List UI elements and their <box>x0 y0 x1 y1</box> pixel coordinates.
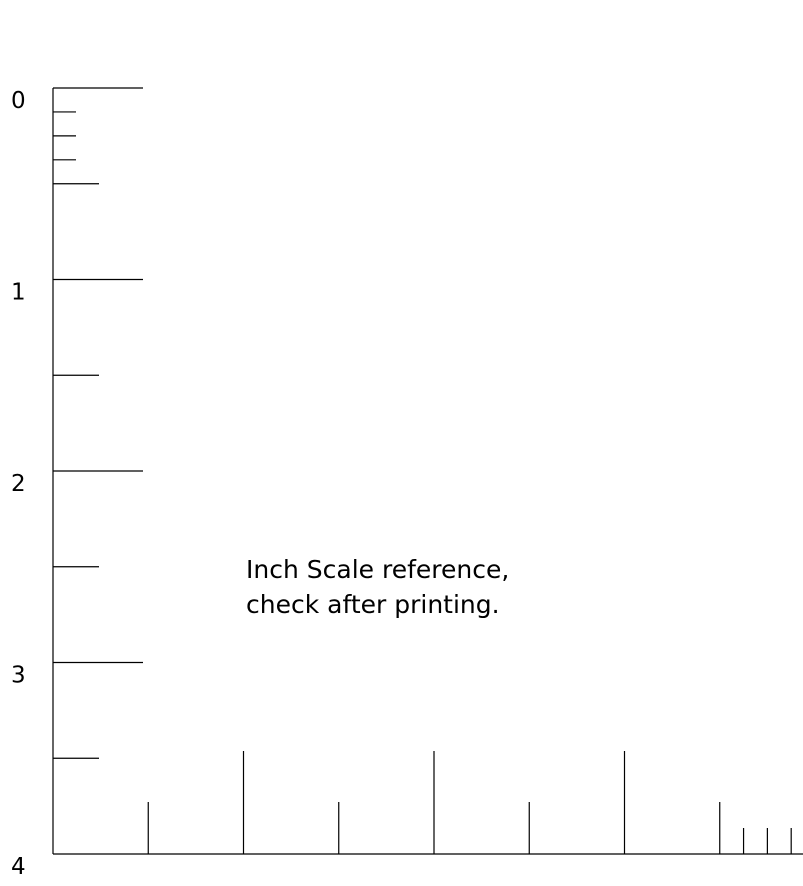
vertical-label-3: 3 <box>11 663 26 689</box>
ruler-axes <box>52 88 803 855</box>
vertical-label-0: 0 <box>11 88 26 114</box>
note-line-1: Inch Scale reference, <box>246 555 510 584</box>
note-line-2: check after printing. <box>246 590 500 619</box>
scale-note: Inch Scale reference, check after printi… <box>246 552 509 622</box>
vertical-labels: 0 1 2 3 4 <box>11 88 26 880</box>
vertical-label-1: 1 <box>11 280 26 306</box>
vertical-label-4: 4 <box>11 854 26 880</box>
vertical-ticks <box>53 87 143 759</box>
vertical-label-2: 2 <box>11 471 26 497</box>
horizontal-ticks <box>147 751 792 854</box>
